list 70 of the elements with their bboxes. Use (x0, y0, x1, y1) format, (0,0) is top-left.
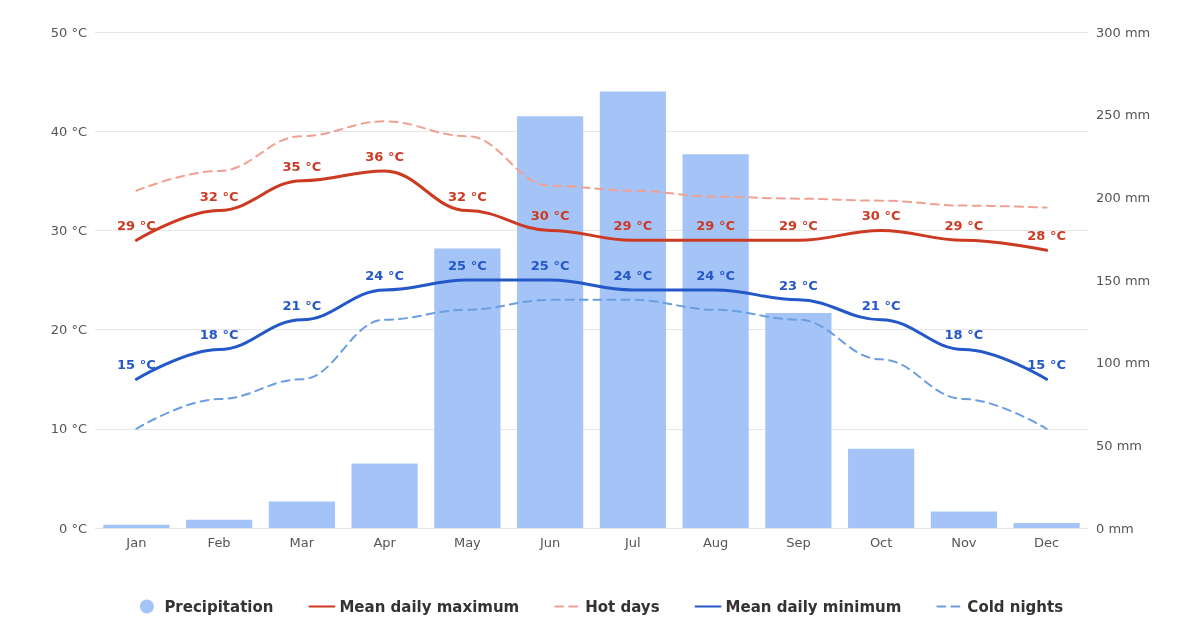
x-tick-label: Oct (869, 535, 893, 550)
legend-label: Mean daily minimum (725, 597, 902, 616)
x-tick-label: May (453, 535, 482, 550)
data-label: 25 °C (448, 258, 487, 273)
y-tick-label: 40 °C (50, 123, 87, 139)
data-label: 35 °C (282, 158, 322, 174)
y-tick-label: 10 °C (50, 421, 87, 437)
data-label: 28 °C (1027, 228, 1066, 244)
legend-label: Mean daily maximum (339, 597, 520, 616)
y2-tick-label: 100 mm (1096, 355, 1151, 371)
x-tick-label: Mar (289, 535, 315, 550)
bar (599, 91, 666, 528)
x-tick-label: Apr (373, 535, 397, 550)
line-series (135, 120, 1048, 209)
y2-tick-label: 150 mm (1096, 272, 1151, 288)
line-series (135, 298, 1048, 430)
data-label: 30 °C (530, 208, 570, 224)
bar (351, 463, 418, 528)
x-tick-label: Jun (538, 535, 561, 550)
data-label: 29 °C (944, 218, 984, 234)
data-label: 29 °C (613, 218, 653, 234)
y-tick-label: 20 °C (50, 322, 87, 338)
bar (434, 248, 501, 528)
data-label: 36 °C (365, 148, 404, 164)
data-label: 32 °C (199, 188, 239, 204)
x-tick-label: Aug (702, 535, 729, 550)
data-label: 24 °C (696, 267, 735, 283)
y-tick-label: 30 °C (50, 222, 87, 238)
bar (186, 519, 253, 528)
data-label: 18 °C (944, 327, 984, 343)
legend-label: Precipitation (164, 597, 274, 616)
bar (930, 511, 997, 528)
data-label: 21 °C (861, 297, 901, 313)
data-label: 29 °C (696, 218, 735, 234)
data-label: 21 °C (282, 297, 322, 313)
data-label: 32 °C (448, 188, 487, 204)
x-tick-label: Jan (125, 535, 147, 550)
x-tick-label: Sep (786, 535, 811, 550)
y2-tick-label: 300 mm (1096, 24, 1151, 40)
bar (1013, 523, 1080, 528)
line-series (134, 278, 1049, 381)
bar (103, 524, 170, 528)
x-tick-label: Feb (207, 535, 231, 550)
data-label: 15 °C (117, 357, 156, 373)
y-tick-label: 50 °C (50, 24, 87, 40)
bar (682, 154, 749, 528)
data-label: 23 °C (779, 277, 818, 293)
legend-label: Hot days (585, 597, 660, 616)
data-label: 15 °C (1027, 357, 1066, 373)
data-label: 29 °C (779, 218, 818, 234)
data-label: 29 °C (117, 218, 156, 234)
bar (268, 501, 335, 528)
legend-label: Cold nights (967, 597, 1064, 616)
data-label: 24 °C (613, 267, 653, 283)
data-label: 18 °C (199, 327, 239, 343)
data-label: 24 °C (365, 267, 404, 283)
y2-tick-label: 250 mm (1096, 107, 1151, 123)
y2-tick-label: 0 mm (1096, 520, 1134, 536)
x-tick-label: Jul (624, 535, 641, 550)
y2-tick-label: 200 mm (1096, 189, 1151, 205)
x-tick-label: Dec (1034, 535, 1060, 550)
data-label: 25 °C (530, 258, 570, 273)
data-label: 30 °C (861, 208, 901, 224)
bar (765, 313, 832, 528)
x-tick-label: Nov (951, 535, 977, 550)
bar (517, 116, 584, 528)
y-tick-label: 0 °C (59, 520, 87, 536)
line-series (134, 169, 1049, 252)
bar (848, 448, 915, 528)
y2-tick-label: 50 mm (1096, 437, 1143, 453)
